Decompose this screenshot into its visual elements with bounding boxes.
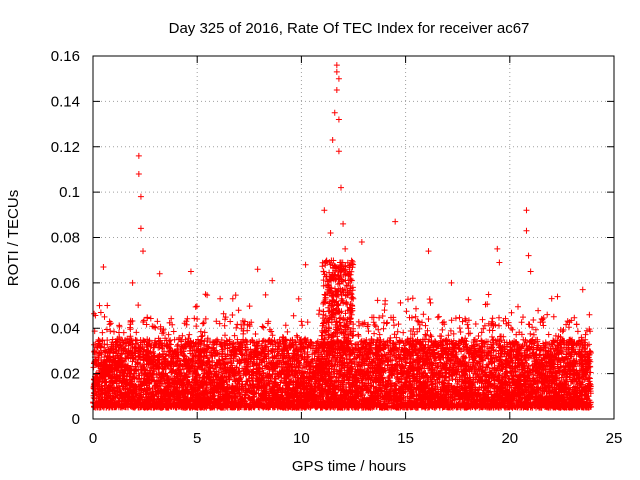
- data-point: [342, 245, 349, 252]
- data-point: [333, 62, 340, 69]
- data-point: [523, 227, 530, 234]
- data-point: [496, 259, 503, 266]
- y-tick-label: 0.06: [51, 275, 80, 292]
- data-point: [494, 245, 501, 252]
- data-point: [425, 248, 432, 255]
- data-point: [202, 291, 209, 298]
- data-point: [331, 109, 338, 116]
- data-point: [129, 279, 136, 286]
- y-tick-label: 0: [72, 411, 80, 428]
- data-point: [340, 220, 347, 227]
- data-point: [527, 268, 534, 275]
- y-tick-label: 0.12: [51, 139, 80, 156]
- y-tick-label: 0.14: [51, 93, 80, 110]
- x-axis-title: GPS time / hours: [292, 458, 406, 475]
- x-tick-labels: 0 5 10 15 20 25: [89, 430, 623, 447]
- data-point: [337, 184, 344, 191]
- data-point: [579, 286, 586, 293]
- data-point: [217, 295, 224, 302]
- y-tick-label: 0.08: [51, 230, 80, 247]
- data-point: [523, 207, 530, 214]
- x-tick-label: 20: [501, 430, 518, 447]
- data-point: [135, 170, 142, 177]
- data-point: [327, 229, 334, 236]
- axis-ticks: [92, 55, 615, 420]
- data-point: [187, 268, 194, 275]
- y-axis-title: ROTI / TECUs: [5, 190, 22, 286]
- data-point: [140, 248, 147, 255]
- notable-points: [100, 62, 586, 302]
- data-point: [135, 152, 142, 159]
- y-tick-label: 0.02: [51, 366, 80, 383]
- data-point: [321, 207, 328, 214]
- x-tick-label: 10: [293, 430, 310, 447]
- x-tick-label: 25: [606, 430, 623, 447]
- data-point: [448, 279, 455, 286]
- data-point: [333, 68, 340, 75]
- x-tick-label: 5: [193, 430, 201, 447]
- baseline-scatter: [90, 257, 594, 411]
- x-tick-label: 0: [89, 430, 97, 447]
- data-point: [335, 148, 342, 155]
- data-point: [392, 218, 399, 225]
- data-point: [137, 193, 144, 200]
- data-point: [156, 270, 163, 277]
- data-point: [254, 266, 261, 273]
- data-point: [333, 87, 340, 94]
- data-point: [335, 75, 342, 82]
- data-point: [525, 252, 532, 259]
- data-point: [346, 268, 353, 275]
- data-point: [302, 261, 309, 268]
- data-points: [90, 257, 594, 411]
- x-tick-label: 15: [397, 430, 414, 447]
- data-point: [137, 225, 144, 232]
- data-point: [100, 263, 107, 270]
- data-point: [329, 136, 336, 143]
- y-tick-label: 0.04: [51, 320, 80, 337]
- data-point: [358, 239, 365, 246]
- data-point: [269, 277, 276, 284]
- y-tick-labels: 0 0.02 0.04 0.06 0.08 0.1 0.12 0.14 0.16: [51, 48, 80, 428]
- y-tick-label: 0.1: [59, 184, 80, 201]
- data-point: [335, 116, 342, 123]
- y-tick-label: 0.16: [51, 48, 80, 65]
- chart-title: Day 325 of 2016, Rate Of TEC Index for r…: [169, 20, 530, 37]
